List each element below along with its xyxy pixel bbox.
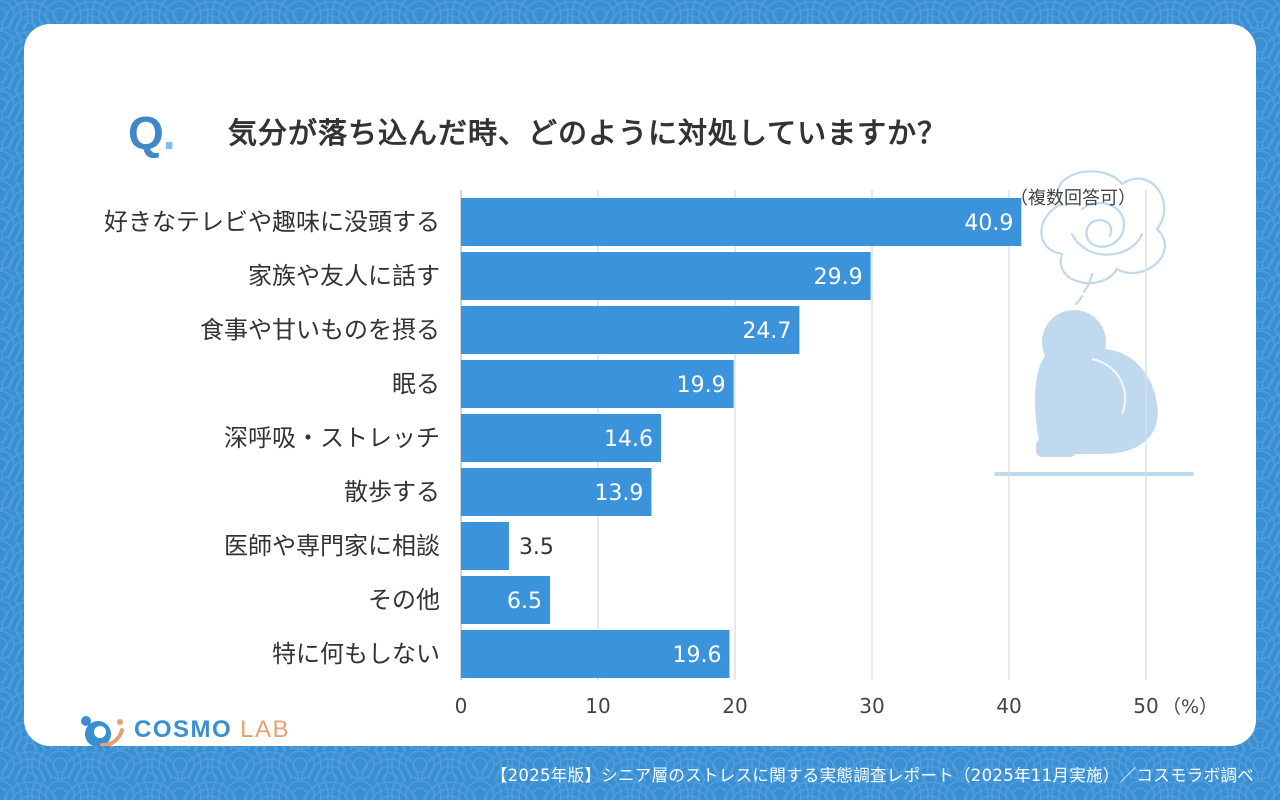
- worried-person-illustration: [994, 170, 1194, 476]
- bar-chart: 0 10 20 30 40 50 （%） 好きなテレビや趣味に没頭する 40.9 家族や友人に話す…: [104, 190, 1218, 718]
- card: Q. 気分が落ち込んだ時、どのように対処していますか？ （複数回答可） 0 10 2…: [24, 24, 1256, 746]
- x-tick-label: 40: [996, 694, 1021, 718]
- bar: [461, 360, 734, 408]
- source-footer: 【2025年版】シニア層のストレスに関する実態調査レポート（2025年11月実施…: [490, 766, 1254, 785]
- logo-sub-text: LAB: [240, 716, 291, 743]
- cosmo-lab-logo: COSMO LAB: [72, 712, 302, 746]
- x-tick-label: 0: [455, 694, 468, 718]
- question-mark: Q.: [128, 107, 176, 159]
- bar: [461, 576, 551, 624]
- category-label: 好きなテレビや趣味に没頭する: [104, 208, 440, 236]
- multiple-answer-note: （複数回答可）: [1010, 188, 1136, 209]
- data-label: 14.6: [604, 427, 653, 452]
- bar: [461, 252, 871, 300]
- data-label: 6.5: [507, 589, 542, 614]
- bar: [461, 522, 509, 570]
- category-label: 眠る: [392, 370, 440, 398]
- bar: [461, 630, 730, 678]
- data-label: 29.9: [814, 265, 863, 290]
- category-label: 深呼吸・ストレッチ: [224, 424, 440, 452]
- data-label: 19.9: [677, 373, 726, 398]
- bar: [461, 414, 662, 462]
- category-label: 特に何もしない: [272, 640, 440, 668]
- bar: [461, 468, 652, 516]
- x-tick-label: 50: [1133, 694, 1158, 718]
- category-label: その他: [368, 586, 440, 614]
- x-tick-label: 10: [585, 694, 610, 718]
- data-label: 3.5: [519, 535, 554, 560]
- data-label: 40.9: [964, 211, 1013, 236]
- page-title: 気分が落ち込んだ時、どのように対処していますか？: [228, 116, 948, 150]
- data-label: 19.6: [673, 643, 722, 668]
- category-label: 散歩する: [344, 478, 440, 506]
- category-label: 医師や専門家に相談: [224, 532, 440, 560]
- data-label: 13.9: [594, 481, 643, 506]
- x-tick-label: 30: [859, 694, 884, 718]
- data-label: 24.7: [742, 319, 791, 344]
- category-label: 食事や甘いものを摂る: [200, 316, 440, 344]
- x-tick-label: 20: [722, 694, 747, 718]
- bar: [461, 198, 1022, 246]
- x-axis-unit: （%）: [1162, 696, 1218, 718]
- bar: [461, 306, 800, 354]
- category-label: 家族や友人に話す: [248, 262, 440, 290]
- logo-main-text: COSMO: [134, 716, 233, 743]
